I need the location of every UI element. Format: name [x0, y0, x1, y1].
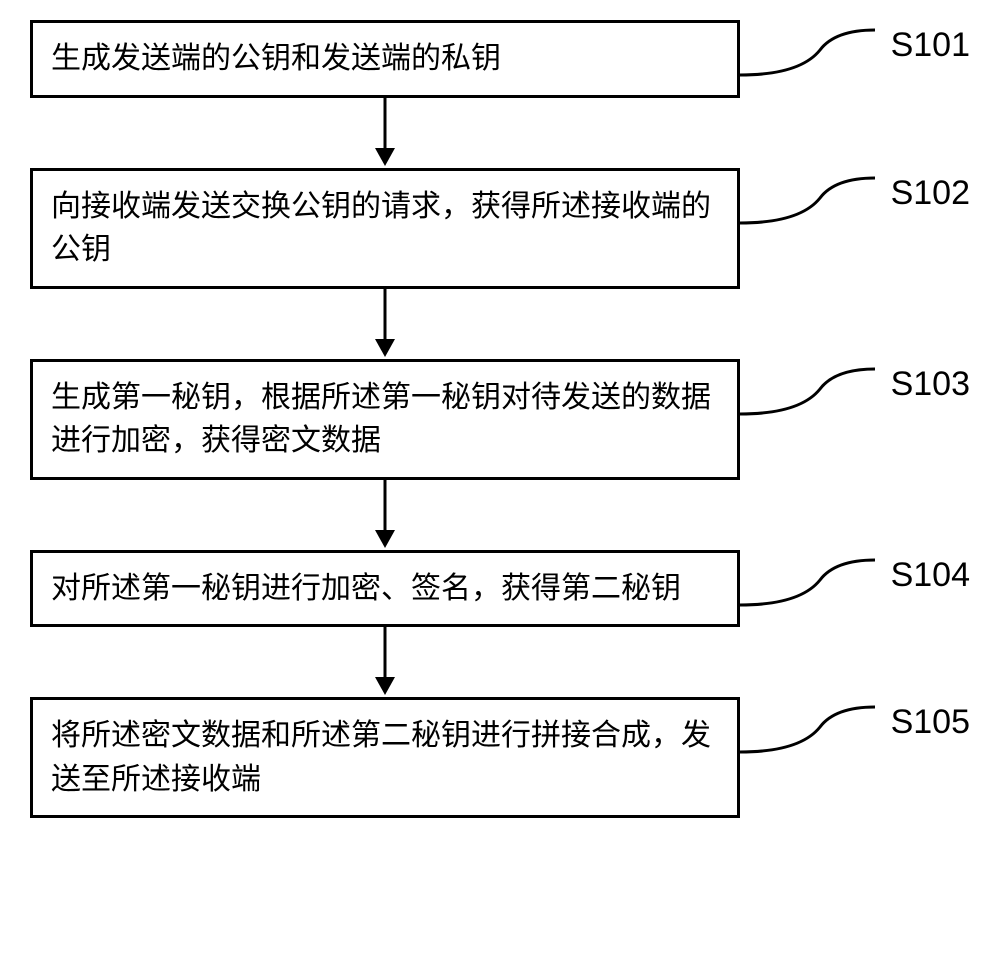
- flowchart-container: 生成发送端的公钥和发送端的私钥 S101 向接收端发送交换公钥的请求，获得所述接…: [30, 20, 970, 818]
- step-row: 生成第一秘钥，根据所述第一秘钥对待发送的数据进行加密，获得密文数据 S103: [30, 359, 970, 480]
- step-text: 对所述第一秘钥进行加密、签名，获得第二秘钥: [51, 572, 681, 605]
- step-text: 生成第一秘钥，根据所述第一秘钥对待发送的数据进行加密，获得密文数据: [51, 381, 711, 458]
- step-box-s103: 生成第一秘钥，根据所述第一秘钥对待发送的数据进行加密，获得密文数据: [30, 359, 740, 480]
- step-box-s102: 向接收端发送交换公钥的请求，获得所述接收端的公钥: [30, 168, 740, 289]
- step-row: 生成发送端的公钥和发送端的私钥 S101: [30, 20, 970, 98]
- step-box-s105: 将所述密文数据和所述第二秘钥进行拼接合成，发送至所述接收端: [30, 697, 740, 818]
- step-row: 将所述密文数据和所述第二秘钥进行拼接合成，发送至所述接收端 S105: [30, 697, 970, 818]
- step-text: 向接收端发送交换公钥的请求，获得所述接收端的公钥: [51, 190, 711, 267]
- arrow-down: [30, 289, 740, 359]
- arrow-down: [30, 627, 740, 697]
- step-box-s104: 对所述第一秘钥进行加密、签名，获得第二秘钥: [30, 550, 740, 628]
- step-text: 将所述密文数据和所述第二秘钥进行拼接合成，发送至所述接收端: [51, 719, 711, 796]
- step-label: S102: [891, 174, 970, 213]
- step-label: S105: [891, 703, 970, 742]
- step-label: S101: [891, 26, 970, 65]
- step-row: 对所述第一秘钥进行加密、签名，获得第二秘钥 S104: [30, 550, 970, 628]
- arrow-down: [30, 480, 740, 550]
- step-label: S103: [891, 365, 970, 404]
- step-box-s101: 生成发送端的公钥和发送端的私钥: [30, 20, 740, 98]
- step-label: S104: [891, 556, 970, 595]
- step-row: 向接收端发送交换公钥的请求，获得所述接收端的公钥 S102: [30, 168, 970, 289]
- arrow-down: [30, 98, 740, 168]
- step-text: 生成发送端的公钥和发送端的私钥: [51, 42, 501, 75]
